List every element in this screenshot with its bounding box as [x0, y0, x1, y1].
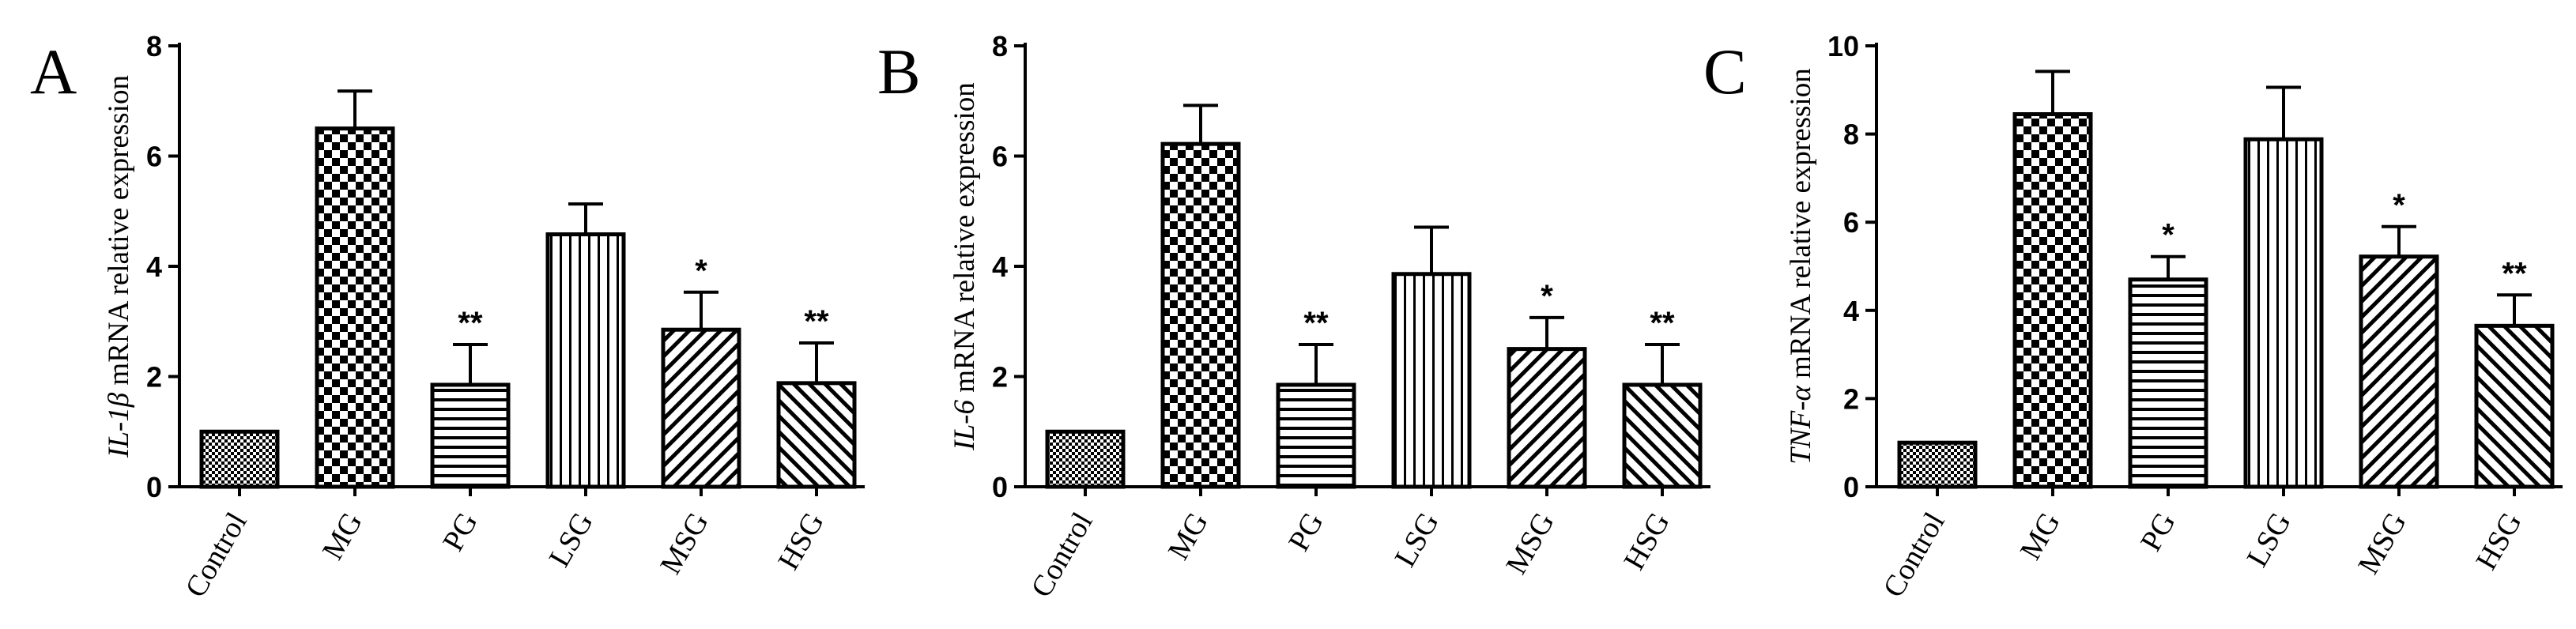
bar-lsg	[1391, 272, 1472, 489]
y-tick-label: 6	[1843, 206, 1859, 239]
significance-marker: *	[695, 254, 707, 288]
category-label: MG	[2014, 507, 2067, 566]
significance-marker: *	[1541, 279, 1553, 314]
bar-hsg	[776, 381, 857, 489]
significance-marker: **	[458, 306, 483, 341]
y-tick-label: 6	[146, 141, 162, 173]
significance-marker: *	[2162, 218, 2174, 253]
y-tick-label: 2	[146, 361, 162, 394]
y-axis-label-gene: TNF-α	[1785, 385, 1817, 465]
bar-hsg	[2474, 323, 2555, 489]
bar-pg	[1276, 382, 1356, 489]
bar-mg	[1160, 141, 1241, 489]
chart-panel-a: A IL-1β mRNA relative expression 0 2 4 6 8 Cont…	[30, 30, 865, 603]
bar-hsg	[1622, 382, 1703, 489]
y-tick-label: 8	[146, 30, 162, 62]
significance-marker: *	[2393, 188, 2405, 223]
y-tick-label: 0	[992, 471, 1008, 503]
bar-lsg	[545, 232, 626, 489]
bar-mg	[315, 126, 395, 489]
y-tick-label: 4	[146, 250, 162, 283]
bar-control	[1045, 429, 1126, 489]
y-tick-label: 10	[1827, 30, 1859, 62]
y-axis-label: IL-1β mRNA relative expression	[103, 75, 135, 458]
panel-letter: A	[30, 36, 77, 107]
y-axis-label: TNF-α mRNA relative expression	[1785, 68, 1817, 464]
y-tick-label: 4	[992, 250, 1008, 283]
bar-pg	[430, 382, 511, 489]
y-axis-label-text: mRNA relative expression	[1785, 68, 1817, 386]
bar-msg	[1507, 347, 1587, 489]
category-label: HSG	[2469, 507, 2528, 576]
category-label: Control	[1024, 507, 1099, 604]
y-tick-label: 8	[1843, 119, 1859, 151]
y-axis-label-text: mRNA relative expression	[949, 82, 981, 400]
significance-marker: **	[2502, 256, 2527, 291]
y-tick-label: 2	[1843, 382, 1859, 415]
chart-panel-b: B IL-6 mRNA relative expression 0 2 4 6 8 Contr…	[877, 30, 1710, 603]
y-axis-label-gene: IL-6	[949, 400, 981, 451]
category-label: PG	[1282, 507, 1330, 557]
category-label: HSG	[771, 507, 830, 576]
chart-panel-c: C TNF-α mRNA relative expression 0 2 4 6 8 10 Co…	[1703, 30, 2563, 603]
panel-letter: B	[877, 36, 921, 107]
category-label: Control	[1876, 507, 1951, 604]
category-label: MSG	[654, 507, 715, 580]
y-axis-label-gene: IL-1β	[103, 392, 135, 458]
category-label: HSG	[1617, 507, 1676, 576]
y-axis-label: IL-6 mRNA relative expression	[949, 82, 981, 451]
bar-control	[1897, 440, 1978, 489]
y-tick-label: 6	[992, 141, 1008, 173]
bar-lsg	[2243, 137, 2324, 489]
category-label: LSG	[2241, 507, 2298, 573]
significance-marker: **	[1303, 306, 1329, 341]
panel-letter: C	[1703, 36, 1747, 107]
significance-marker: **	[804, 304, 829, 339]
y-tick-label: 0	[1843, 471, 1859, 503]
bar-control	[199, 429, 280, 489]
category-label: Control	[179, 507, 253, 604]
y-tick-label: 0	[146, 471, 162, 503]
y-axis-label-text: mRNA relative expression	[103, 75, 135, 393]
y-tick-label: 4	[1843, 295, 1859, 327]
category-label: LSG	[1389, 507, 1446, 573]
category-label: PG	[436, 507, 485, 557]
category-label: LSG	[543, 507, 600, 573]
category-label: MSG	[2352, 507, 2413, 580]
category-label: PG	[2134, 507, 2182, 557]
bar-mg	[2012, 111, 2093, 489]
category-label: MG	[316, 507, 369, 566]
significance-marker: **	[1650, 306, 1675, 341]
bar-msg	[2359, 254, 2439, 489]
y-tick-label: 2	[992, 361, 1008, 394]
category-label: MSG	[1499, 507, 1561, 580]
category-label: MG	[1162, 507, 1215, 566]
bar-pg	[2128, 277, 2208, 489]
y-tick-label: 8	[992, 30, 1008, 62]
bar-msg	[661, 327, 741, 489]
